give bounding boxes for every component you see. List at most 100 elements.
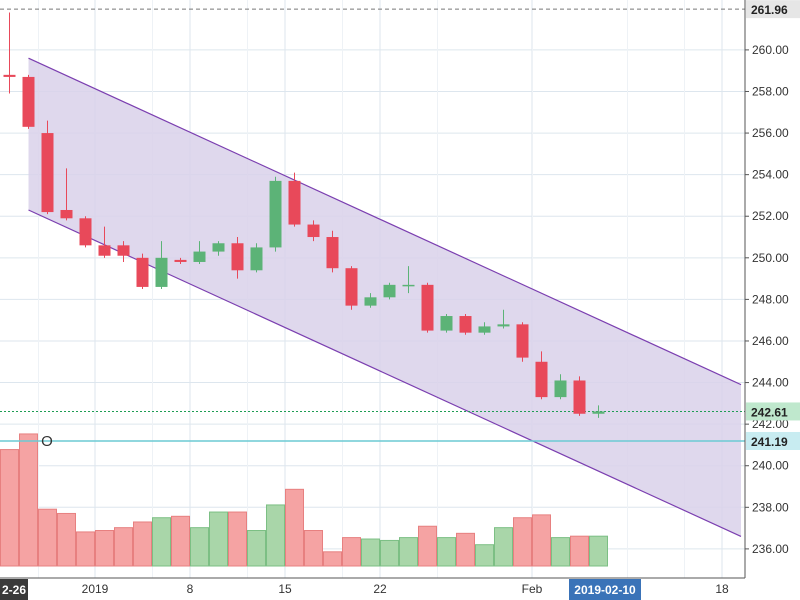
- candle-body[interactable]: [383, 284, 396, 298]
- top-line-tag-label: 261.96: [751, 3, 788, 17]
- left-date-label: 2-26: [2, 583, 26, 597]
- candle-body[interactable]: [155, 257, 168, 287]
- price-tick-label: 260.00: [752, 43, 789, 57]
- left-date-tag: [0, 579, 28, 600]
- candle-body[interactable]: [79, 218, 92, 246]
- time-tick-label: 18: [715, 582, 729, 596]
- volume-bar: [114, 527, 133, 567]
- time-tick-label: 2019: [82, 582, 109, 596]
- price-tick-label: 254.00: [752, 168, 789, 182]
- volume-bar: [589, 535, 608, 567]
- time-tick-label: Feb: [522, 582, 543, 596]
- candle-body[interactable]: [269, 180, 282, 248]
- volume-bar: [133, 521, 152, 567]
- time-tick-label: 15: [278, 582, 292, 596]
- candles: [3, 12, 605, 418]
- volume-bar: [285, 488, 304, 567]
- cursor-date-label: 2019-02-10: [574, 583, 636, 597]
- cursor-date-tag: [569, 579, 641, 600]
- time-tick-label: 22: [373, 582, 387, 596]
- volume-bar: [437, 537, 456, 567]
- volume-bar: [494, 527, 513, 567]
- candle-body[interactable]: [364, 297, 377, 306]
- volume-bar: [323, 551, 342, 567]
- candle-body[interactable]: [478, 326, 491, 333]
- candle-body[interactable]: [345, 268, 358, 306]
- price-tick-label: 246.00: [752, 334, 789, 348]
- volume-bar: [456, 532, 475, 567]
- candle-body[interactable]: [592, 411, 605, 414]
- volume-bar: [551, 537, 570, 567]
- volume-bar: [190, 527, 209, 567]
- reference-lines: O: [0, 8, 745, 450]
- price-axis[interactable]: 236.00 238.00 240.00 242.00 244.00 246.00 248.…: [744, 0, 800, 600]
- price-tick-label: 256.00: [752, 126, 789, 140]
- volume-bar: [513, 517, 532, 567]
- horizontal-line-handle[interactable]: O: [41, 433, 53, 450]
- candle-body[interactable]: [326, 237, 339, 269]
- volume-bar: [0, 449, 19, 567]
- volume-bars: [0, 433, 608, 567]
- volume-bar: [228, 511, 247, 567]
- candle-body[interactable]: [136, 257, 149, 287]
- volume-bar: [76, 531, 95, 567]
- volume-bar: [361, 538, 380, 567]
- candle-body[interactable]: [402, 284, 415, 287]
- candle-body[interactable]: [440, 316, 453, 331]
- candle-body[interactable]: [497, 324, 510, 327]
- channel-upper-line[interactable]: [28, 57, 742, 386]
- volume-bar: [532, 514, 551, 567]
- volume-bar: [570, 535, 589, 567]
- price-tick-label: 238.00: [752, 500, 789, 514]
- price-tick-label: 242.00: [752, 417, 789, 431]
- candle-body[interactable]: [174, 259, 187, 262]
- candle-body[interactable]: [41, 133, 54, 213]
- price-axis-background: [745, 0, 800, 600]
- candle-body[interactable]: [516, 324, 529, 358]
- price-tick-label: 240.00: [752, 459, 789, 473]
- candle-body[interactable]: [535, 361, 548, 398]
- candle-body[interactable]: [212, 243, 225, 252]
- volume-bar: [247, 530, 266, 567]
- candle-body[interactable]: [22, 76, 35, 127]
- volume-bar: [95, 530, 114, 567]
- candle-body[interactable]: [554, 380, 567, 398]
- volume-bar: [342, 537, 361, 567]
- price-tick-label: 258.00: [752, 84, 789, 98]
- volume-bar: [380, 539, 399, 567]
- time-axis-background: [0, 578, 745, 600]
- price-tick-label: 248.00: [752, 292, 789, 306]
- horizontal-line-tag-box: [746, 431, 800, 450]
- price-tick-label: 236.00: [752, 542, 789, 556]
- price-tick-label: 252.00: [752, 209, 789, 223]
- volume-bar: [475, 544, 494, 567]
- candle-body[interactable]: [421, 284, 434, 331]
- candle-body[interactable]: [573, 380, 586, 414]
- price-tick-label: 244.00: [752, 376, 789, 390]
- price-tags: 261.96 242.61 241.19: [746, 0, 800, 450]
- candle-body[interactable]: [307, 224, 320, 238]
- last-price-tag-label: 242.61: [751, 405, 788, 419]
- volume-bar: [19, 433, 38, 567]
- price-tick-label: 250.00: [752, 251, 789, 265]
- volume-bar: [57, 512, 76, 567]
- volume-bar: [418, 525, 437, 567]
- candle-body[interactable]: [288, 180, 301, 225]
- candle-body[interactable]: [3, 74, 16, 77]
- volume-bar: [266, 504, 285, 567]
- candle-body[interactable]: [250, 247, 263, 271]
- time-axis[interactable]: 2019 8 15 22 Feb 18 2-26 2019-02-10: [0, 577, 745, 600]
- last-price-tag-box: [746, 402, 800, 421]
- horizontal-line-tag-label: 241.19: [751, 435, 788, 449]
- volume-bar: [38, 508, 57, 567]
- candle-body[interactable]: [231, 243, 244, 271]
- volume-bar: [304, 530, 323, 567]
- candle-body[interactable]: [60, 209, 73, 219]
- candle-body[interactable]: [459, 316, 472, 333]
- candle-body[interactable]: [98, 245, 111, 256]
- time-tick-label: 8: [187, 582, 194, 596]
- candle-body[interactable]: [117, 245, 130, 256]
- top-line-tag-box: [746, 0, 800, 19]
- candle-body[interactable]: [193, 251, 206, 262]
